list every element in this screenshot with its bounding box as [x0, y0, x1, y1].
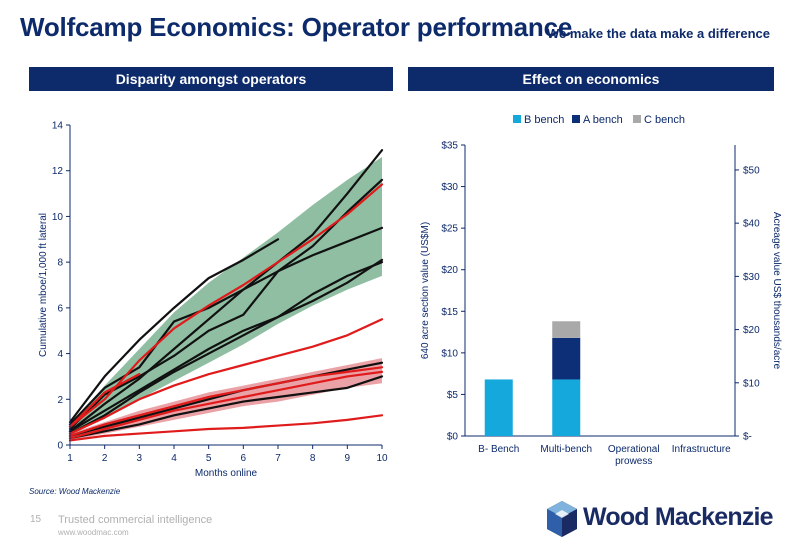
logo-wordmark: Wood Mackenzie: [583, 503, 774, 531]
x-tick-label: 7: [275, 453, 281, 464]
operator-line-13: [68, 370, 384, 440]
tagline: We make the data make a difference: [546, 26, 770, 41]
operator-line-1: [68, 238, 280, 424]
wood-mackenzie-logo: Wood Mackenzie: [545, 497, 781, 541]
y-tick-label: 8: [57, 258, 63, 269]
right-panel-title: Effect on economics: [408, 67, 774, 91]
legend-label: A bench: [583, 114, 623, 126]
y-tick-label: 10: [52, 212, 64, 223]
y-tick-label: 4: [57, 349, 63, 360]
legend-label: B bench: [524, 114, 564, 126]
legend-swatch: [633, 115, 641, 123]
y-tick-label: $5: [447, 390, 459, 401]
operator-line-2: [68, 149, 384, 433]
y-tick-label: $20: [441, 265, 458, 276]
bar-a-bench: [552, 337, 581, 380]
operator-line-6: [68, 261, 384, 433]
x-tick-label: Multi-bench: [540, 444, 592, 455]
x-axis-label: Months online: [195, 468, 258, 479]
footer-tagline: Trusted commercial intelligence: [58, 514, 213, 526]
y2-tick-label: $30: [743, 272, 760, 283]
y-tick-label: $0: [447, 432, 459, 443]
operator-line-10: [68, 373, 141, 428]
operator-line-11: [68, 318, 384, 435]
x-tick-label: 6: [241, 453, 247, 464]
x-tick-label: 1: [67, 453, 73, 464]
y-tick-label: 0: [57, 441, 63, 452]
legend-item: B bench: [513, 114, 564, 126]
economics-bar-chart: B bench A bench C bench $0 $5 $10 $15 $20 $25 $30…: [420, 114, 782, 467]
x-tick-label: 9: [345, 453, 351, 464]
page-title: Wolfcamp Economics: Operator performance: [20, 12, 573, 42]
operator-line-5: [68, 258, 384, 435]
source-note: Source: Wood Mackenzie: [29, 487, 121, 496]
footer-url[interactable]: www.woodmac.com: [58, 528, 129, 537]
bar-b-bench: [484, 379, 513, 436]
cube-logo-icon: [547, 501, 577, 537]
legend-item: C bench: [633, 114, 685, 126]
y-tick-label: 12: [52, 166, 64, 177]
y2-tick-label: $40: [743, 219, 760, 230]
x-tick-label: Operational: [608, 444, 660, 455]
legend-label: C bench: [644, 114, 685, 126]
y-tick-label: $35: [441, 141, 458, 152]
y-tick-label: $30: [441, 182, 458, 193]
x-tick-label: B- Bench: [478, 444, 519, 455]
y-tick-label: $10: [441, 348, 458, 359]
bar-c-bench: [552, 321, 581, 338]
y-tick-label: $25: [441, 224, 458, 235]
x-tick-label: 10: [376, 453, 388, 464]
bar-b-bench: [552, 379, 581, 436]
x-tick-label: Infrastructure: [672, 444, 731, 455]
y2-tick-label: $20: [743, 325, 760, 336]
operator-line-12: [68, 366, 384, 437]
x-tick-label: 2: [102, 453, 108, 464]
y2-axis-label: Acreage value US$ thousands/acre: [771, 212, 782, 370]
x-tick-label: 5: [206, 453, 212, 464]
page-number: 15: [30, 514, 42, 525]
operator-line-9: [68, 183, 384, 428]
y-axis-label: 640 acre section value (US$M): [420, 222, 431, 359]
legend-item: A bench: [572, 114, 623, 126]
y2-tick-label: $-: [743, 432, 752, 443]
legend-swatch: [513, 115, 521, 123]
y-tick-label: 6: [57, 303, 63, 314]
x-tick-label: prowess: [615, 456, 652, 467]
x-tick-label: 3: [137, 453, 143, 464]
operator-line-8: [68, 375, 384, 440]
operator-line-14: [68, 414, 384, 442]
x-tick-label: 4: [171, 453, 177, 464]
operator-line-4: [68, 226, 384, 431]
y-tick-label: 2: [57, 395, 63, 406]
y-axis-label: Cumulative mboe/1,000 ft lateral: [38, 213, 49, 357]
x-tick-label: 8: [310, 453, 316, 464]
legend-swatch: [572, 115, 580, 123]
y2-tick-label: $10: [743, 378, 760, 389]
y-tick-label: $15: [441, 307, 458, 318]
y2-tick-label: $50: [743, 165, 760, 176]
left-panel-title: Disparity amongst operators: [29, 67, 393, 91]
operator-line-3: [68, 178, 384, 426]
y-tick-label: 14: [52, 121, 64, 132]
operator-line-7: [68, 361, 384, 437]
